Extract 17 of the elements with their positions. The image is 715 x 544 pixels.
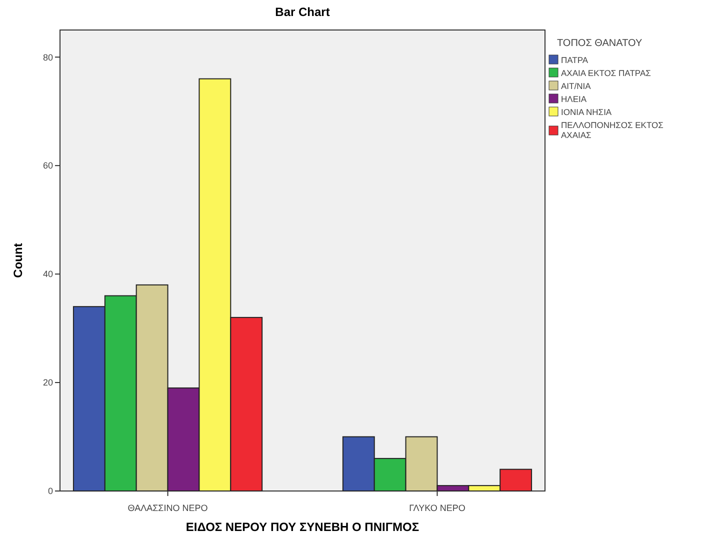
x-tick-label: ΓΛΥΚΟ ΝΕΡΟ <box>409 503 466 513</box>
legend-label: ΗΛΕΙΑ <box>561 94 587 104</box>
legend-label: ΠΕΛΛΟΠΟΝΗΣΟΣ ΕΚΤΟΣ ΑΧΑΙΑΣ <box>561 120 664 140</box>
y-tick-label: 20 <box>42 378 53 388</box>
legend-label: ΑΧΑΙΑ ΕΚΤΟΣ ΠΑΤΡΑΣ <box>561 68 651 78</box>
y-tick-label: 80 <box>42 52 53 62</box>
x-tick-label: ΘΑΛΑΣΣΙΝΟ ΝΕΡΟ <box>128 503 208 513</box>
legend-title: ΤΟΠΟΣ ΘΑΝΑΤΟΥ <box>557 38 642 49</box>
y-tick-label: 60 <box>42 160 53 171</box>
chart-title: Bar Chart <box>275 5 330 19</box>
y-tick-label: 0 <box>48 486 53 496</box>
y-tick-label: 40 <box>42 269 53 280</box>
legend-label: ΠΑΤΡΑ <box>561 55 588 65</box>
x-axis-title: ΕΙΔΟΣ ΝΕΡΟΥ ΠΟΥ ΣΥΝΕΒΗ Ο ΠΝΙΓΜΟΣ <box>186 520 420 534</box>
legend-label: ΙΟΝΙΑ ΝΗΣΙΑ <box>561 107 612 117</box>
legend-label: ΑΙΤ/ΝΙΑ <box>561 81 592 91</box>
y-axis-title: Count <box>11 243 25 278</box>
